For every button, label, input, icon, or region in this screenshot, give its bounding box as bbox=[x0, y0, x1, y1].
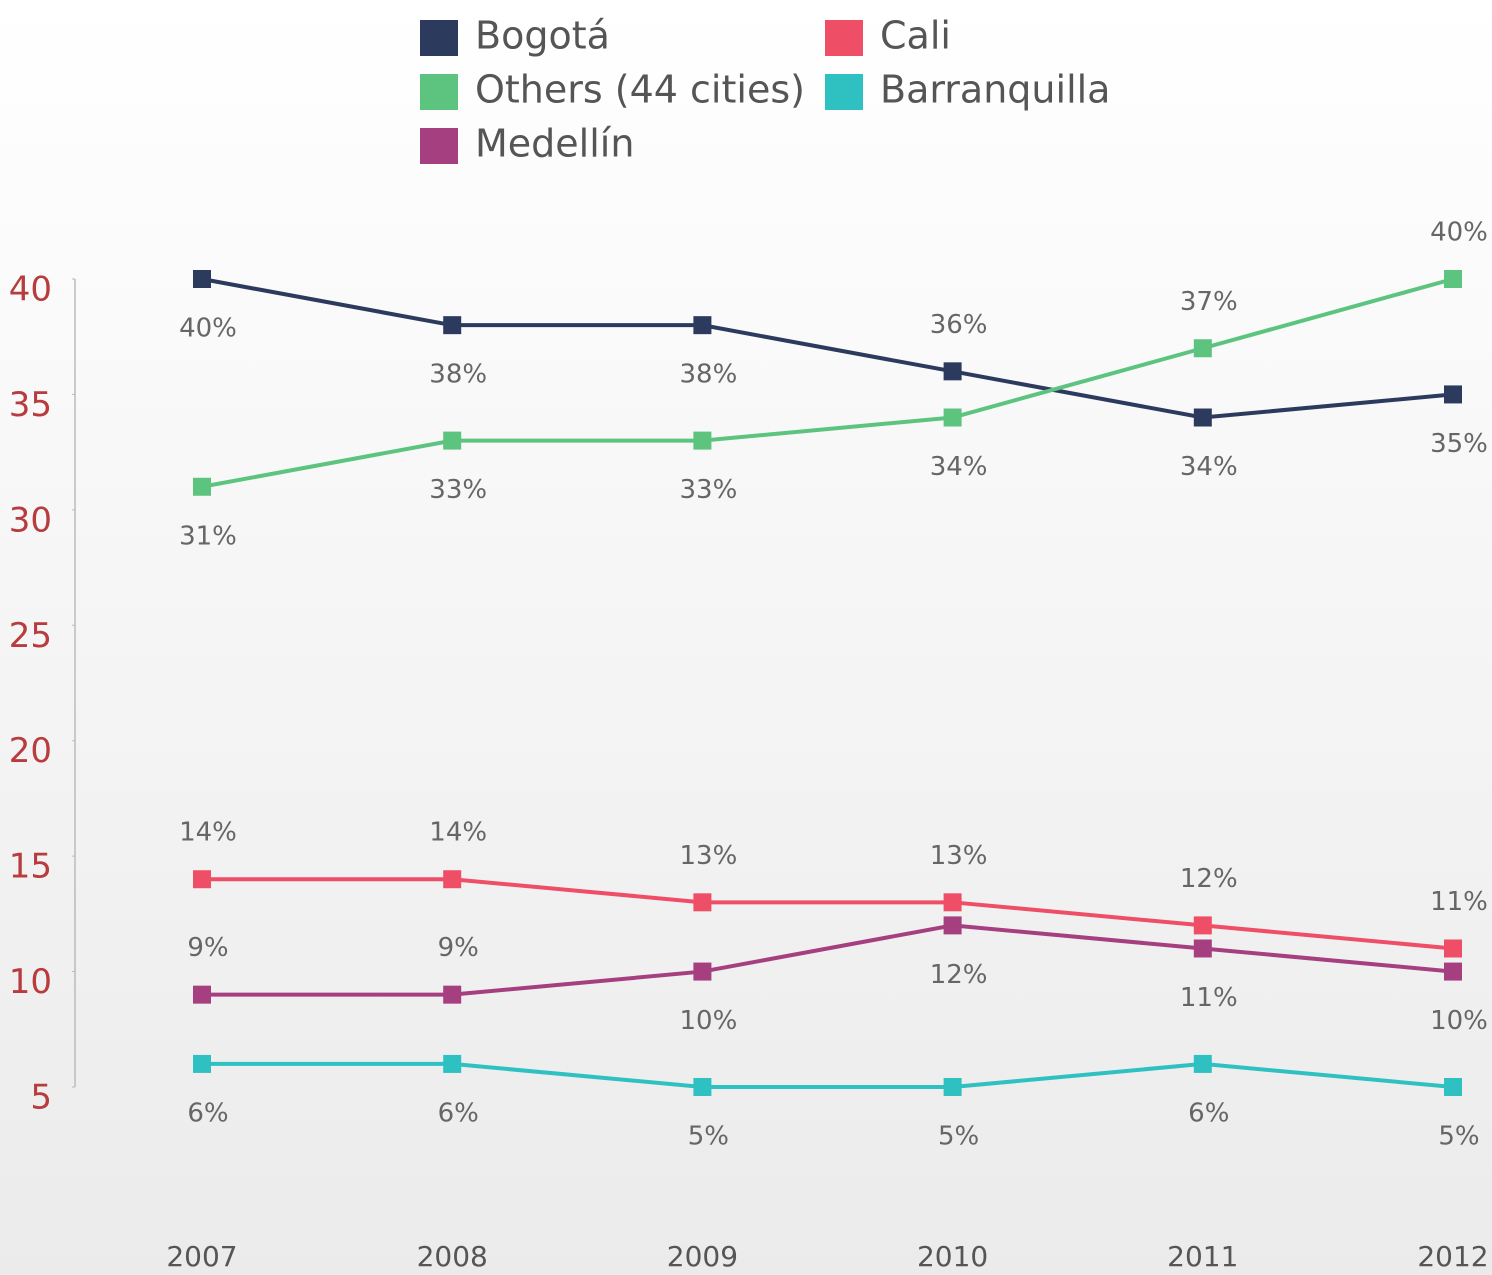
data-label: 12% bbox=[930, 960, 988, 990]
y-tick-label: 15 bbox=[9, 847, 52, 887]
x-tick-label: 2012 bbox=[1417, 1240, 1488, 1273]
y-tick-label: 30 bbox=[9, 500, 52, 540]
series-line bbox=[201, 277, 1454, 489]
point-marker bbox=[443, 985, 462, 1004]
legend-label: Others (44 cities) bbox=[475, 68, 805, 112]
point-marker bbox=[943, 916, 962, 935]
series-line bbox=[202, 923, 1454, 997]
point-marker bbox=[1193, 339, 1212, 358]
y-tick-label: 35 bbox=[9, 385, 52, 425]
point-marker bbox=[693, 962, 712, 981]
y-tick-label: 10 bbox=[9, 962, 52, 1002]
point-marker bbox=[1193, 939, 1212, 958]
point-marker bbox=[443, 870, 462, 889]
series-line bbox=[202, 1061, 1454, 1089]
point-marker bbox=[1444, 939, 1462, 958]
point-marker bbox=[943, 1078, 962, 1096]
legend-swatch bbox=[825, 20, 863, 56]
data-label: 5% bbox=[688, 1122, 729, 1152]
legend-swatch bbox=[420, 20, 458, 56]
data-label: 10% bbox=[1430, 1006, 1488, 1036]
point-marker bbox=[1193, 1054, 1212, 1073]
point-marker bbox=[193, 870, 211, 889]
x-tick-label: 2010 bbox=[917, 1240, 988, 1273]
data-label: 6% bbox=[1188, 1098, 1229, 1128]
data-label: 31% bbox=[179, 521, 237, 551]
legend-label: Barranquilla bbox=[880, 68, 1110, 112]
data-label: 12% bbox=[1180, 864, 1238, 894]
data-label: 6% bbox=[438, 1098, 479, 1128]
data-label: 11% bbox=[1430, 887, 1488, 917]
y-tick-label: 20 bbox=[9, 731, 52, 771]
point-marker bbox=[1444, 385, 1462, 404]
data-label: 9% bbox=[438, 933, 479, 963]
legend-label: Cali bbox=[880, 14, 951, 58]
point-marker bbox=[443, 316, 462, 335]
data-label: 10% bbox=[680, 1006, 738, 1036]
data-label: 13% bbox=[930, 841, 988, 871]
data-label: 40% bbox=[1430, 218, 1488, 248]
point-marker bbox=[693, 316, 712, 335]
legend-swatch bbox=[420, 74, 458, 110]
data-label: 36% bbox=[930, 310, 988, 340]
x-tick-label: 2008 bbox=[417, 1240, 488, 1273]
point-marker bbox=[443, 431, 462, 450]
x-tick-label: 2009 bbox=[667, 1240, 738, 1273]
data-label: 38% bbox=[680, 360, 738, 390]
x-tick-label: 2011 bbox=[1167, 1240, 1238, 1273]
point-marker bbox=[193, 1054, 211, 1073]
x-tick-label: 2007 bbox=[166, 1240, 237, 1273]
point-marker bbox=[693, 1078, 712, 1096]
point-marker bbox=[943, 362, 962, 381]
point-marker bbox=[943, 408, 962, 427]
data-label: 33% bbox=[429, 475, 487, 505]
point-marker bbox=[693, 431, 712, 450]
data-label: 34% bbox=[930, 452, 988, 482]
data-label: 38% bbox=[429, 360, 487, 390]
data-label: 37% bbox=[1180, 287, 1238, 317]
data-label: 14% bbox=[429, 818, 487, 848]
data-label: 35% bbox=[1430, 429, 1488, 459]
data-label: 11% bbox=[1180, 983, 1238, 1013]
series-line bbox=[202, 877, 1454, 951]
data-label: 5% bbox=[938, 1122, 979, 1152]
y-tick-label: 25 bbox=[9, 616, 52, 656]
data-label: 6% bbox=[187, 1098, 228, 1128]
legend-swatch bbox=[420, 128, 458, 164]
point-marker bbox=[193, 985, 211, 1004]
data-label: 40% bbox=[179, 314, 237, 344]
series-line bbox=[201, 277, 1454, 420]
point-marker bbox=[193, 270, 211, 288]
point-marker bbox=[1193, 408, 1212, 427]
data-label: 14% bbox=[179, 818, 237, 848]
data-label: 5% bbox=[1438, 1122, 1479, 1152]
point-marker bbox=[1193, 916, 1212, 935]
point-marker bbox=[943, 893, 962, 912]
point-marker bbox=[443, 1054, 462, 1073]
y-tick-label: 40 bbox=[9, 270, 52, 310]
point-marker bbox=[193, 477, 211, 496]
point-marker bbox=[1444, 962, 1462, 981]
data-label: 33% bbox=[680, 475, 738, 505]
point-marker bbox=[693, 893, 712, 912]
data-label: 34% bbox=[1180, 452, 1238, 482]
y-tick-label: 5 bbox=[30, 1078, 52, 1118]
point-marker bbox=[1444, 1078, 1462, 1096]
legend-swatch bbox=[825, 74, 863, 110]
legend-label: Medellín bbox=[475, 122, 634, 166]
data-label: 13% bbox=[680, 841, 738, 871]
data-label: 9% bbox=[187, 933, 228, 963]
legend-label: Bogotá bbox=[475, 14, 610, 58]
point-marker bbox=[1444, 270, 1462, 288]
